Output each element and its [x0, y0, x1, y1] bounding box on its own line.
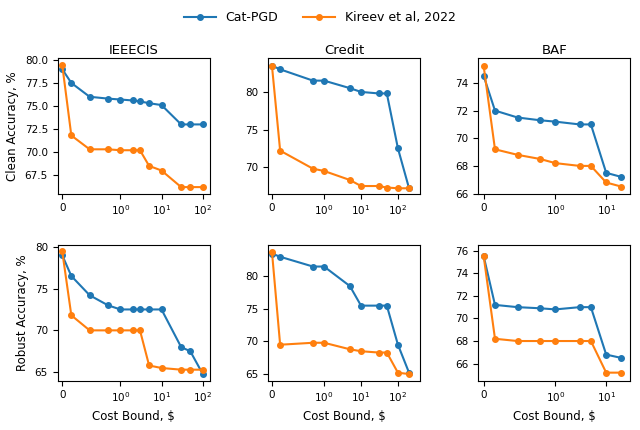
Title: BAF: BAF	[541, 44, 567, 57]
X-axis label: Cost Bound, $: Cost Bound, $	[92, 410, 175, 423]
Y-axis label: Robust Accuracy, %: Robust Accuracy, %	[16, 255, 29, 371]
X-axis label: Cost Bound, $: Cost Bound, $	[513, 410, 596, 423]
Legend: Cat-PGD, Kireev et al, 2022: Cat-PGD, Kireev et al, 2022	[179, 6, 461, 29]
X-axis label: Cost Bound, $: Cost Bound, $	[303, 410, 385, 423]
Title: IEEECIS: IEEECIS	[109, 44, 159, 57]
Title: Credit: Credit	[324, 44, 364, 57]
Y-axis label: Clean Accuracy, %: Clean Accuracy, %	[6, 71, 19, 181]
